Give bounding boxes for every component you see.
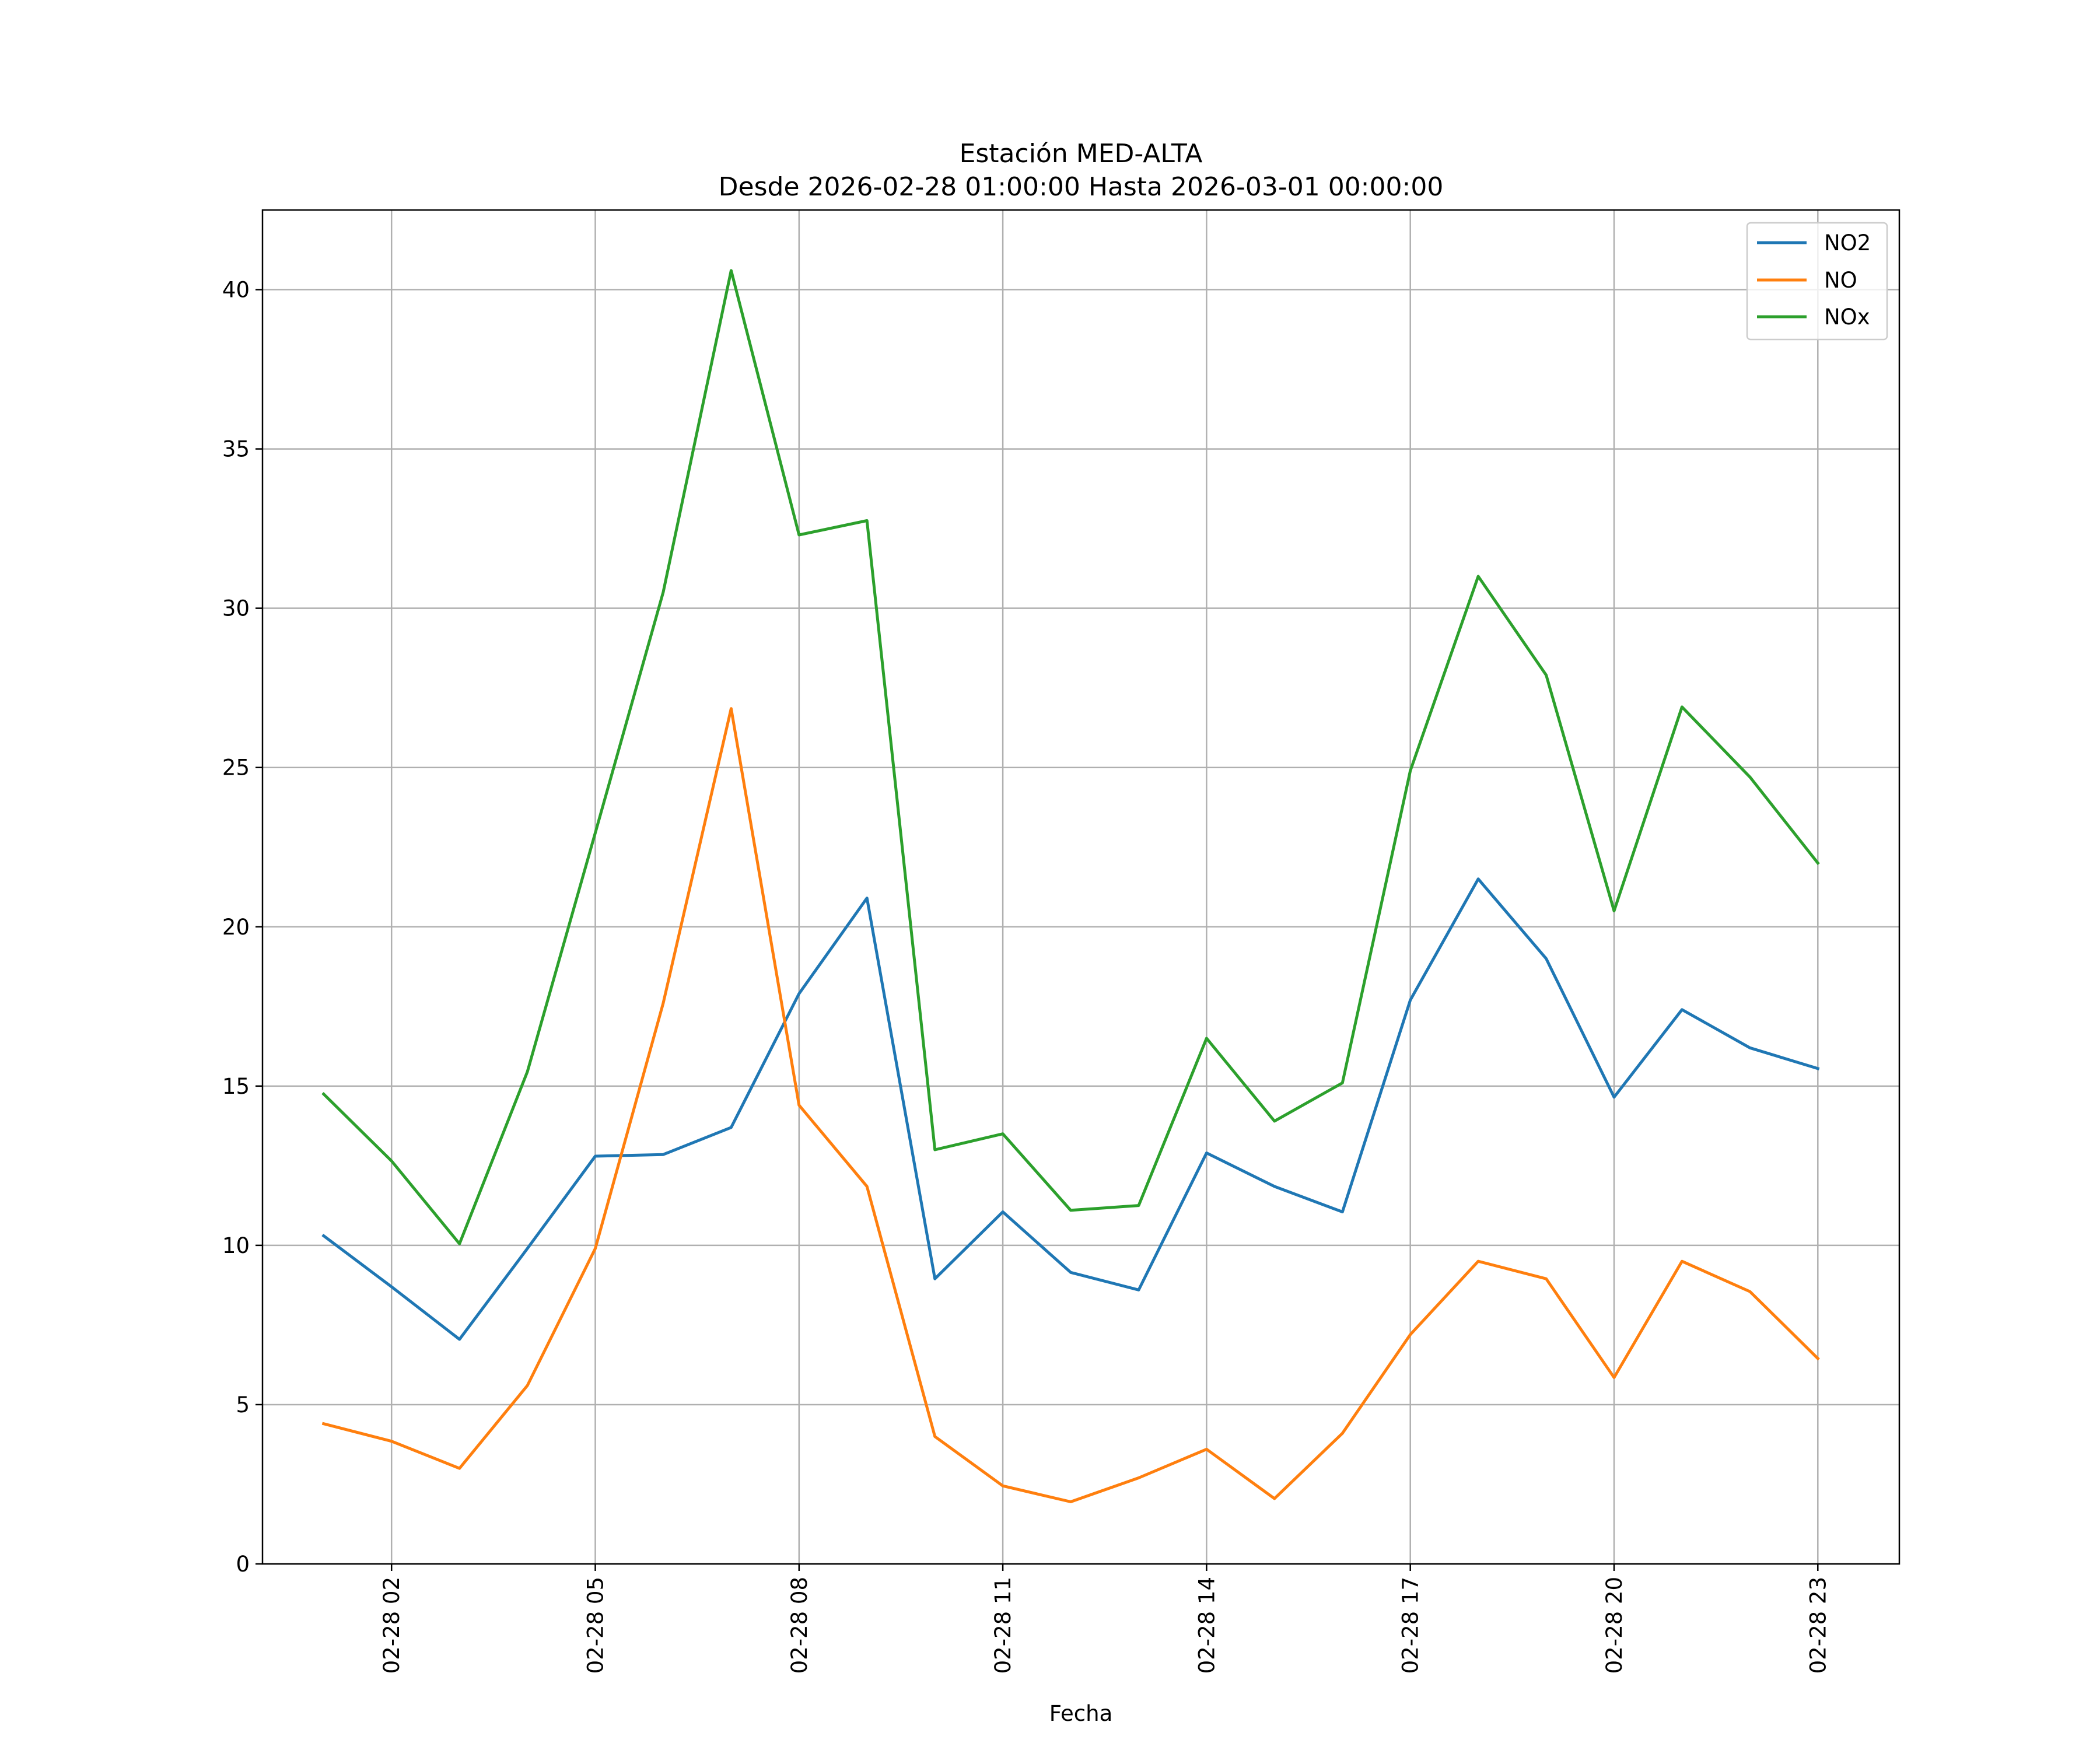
series-line-no2 [321, 877, 1820, 1341]
series-line-nox [321, 269, 1820, 1245]
x-tick-label: 02-28 05 [583, 1577, 608, 1674]
x-axis-label: Fecha [1049, 1701, 1113, 1726]
legend-box [1746, 222, 1888, 341]
x-tick-label: 02-28 17 [1398, 1577, 1423, 1674]
chart-subtitle: Desde 2026-02-28 01:00:00 Hasta 2026-03-… [719, 172, 1444, 202]
legend-label-no2: NO2 [1824, 230, 1871, 256]
y-tick-label: 20 [222, 915, 250, 940]
y-tick-label: 30 [222, 596, 250, 621]
x-tick-label: 02-28 02 [379, 1577, 404, 1674]
legend-label-no: NO [1824, 268, 1857, 293]
x-tick-label: 02-28 23 [1805, 1577, 1831, 1674]
y-tick-label: 25 [222, 755, 250, 780]
y-tick-label: 0 [236, 1552, 250, 1577]
y-tick-label: 40 [222, 278, 250, 303]
y-tick-label: 10 [222, 1233, 250, 1258]
y-tick-label: 15 [222, 1074, 250, 1099]
y-axis: 0 5 10 15 20 25 30 35 40 [222, 278, 262, 1577]
chart-title: Estación MED-ALTA [960, 139, 1203, 169]
series-line-no [321, 707, 1820, 1503]
x-tick-label: 02-28 08 [787, 1577, 812, 1674]
x-tick-label: 02-28 14 [1194, 1577, 1219, 1674]
grid [262, 210, 1899, 1565]
x-tick-label: 02-28 11 [991, 1577, 1016, 1674]
plot-area-frame [261, 209, 1901, 1565]
series-lines [321, 269, 1820, 1503]
y-tick-label: 35 [222, 437, 250, 462]
x-axis: 02-28 02 02-28 05 02-28 08 02-28 11 02-28 14… [379, 1564, 1831, 1674]
x-tick-label: 02-28 20 [1602, 1577, 1627, 1674]
legend: NO2 NO NOx [1746, 222, 1888, 341]
legend-label-nox: NOx [1824, 304, 1870, 330]
y-tick-label: 5 [236, 1392, 250, 1418]
